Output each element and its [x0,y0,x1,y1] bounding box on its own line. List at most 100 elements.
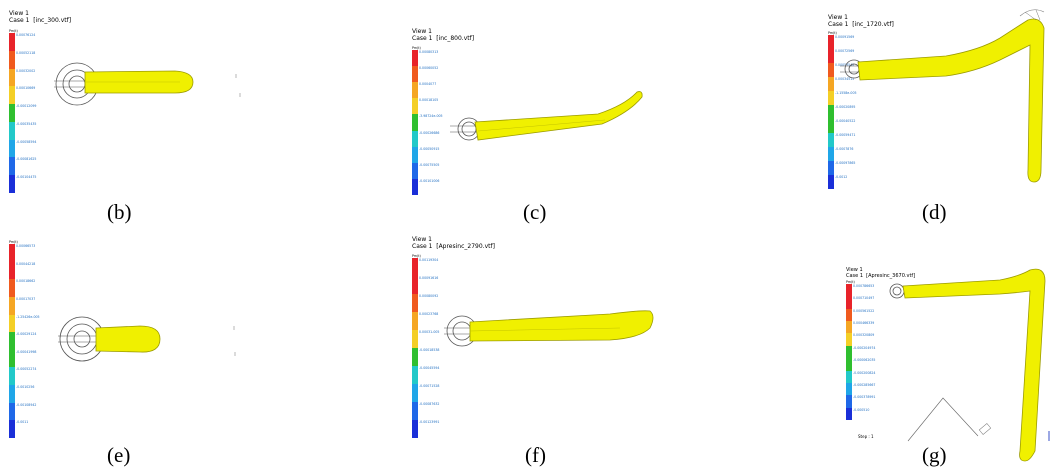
legend-tick-label: -0.00041998 [16,349,37,354]
legend-color-segment [412,50,418,67]
legend-color-segment [9,33,15,51]
legend-color-segment [9,420,15,438]
legend-color-segment [9,314,15,333]
panel-d: View 1 Case 1 [inc_1720.vtf] Pm(t) 0.0009… [700,0,1051,236]
legend-tick-label: -0.00040522 [835,119,856,123]
legend-color-segment [9,402,15,421]
legend-color-segment [828,119,834,133]
tube-shape [857,18,1045,183]
legend-tick-label: -0.00050915 [419,146,440,151]
legend-color-segment [9,261,15,280]
legend-tick-label: 0.000786653 [853,284,875,288]
legend-color-segment [9,68,15,87]
legend-tick-label: -0.0007876 [835,147,854,151]
legend-color-segment [9,332,15,350]
legend-color-segment [9,367,15,386]
panel-c-header: View 1 Case 1 [inc_800.vtf] [412,28,474,42]
legend-color-segment [828,35,834,49]
legend-tick-label: -0.00045594 [419,366,440,370]
header-line-1: View 1 [9,10,29,17]
legend-tick-label: -0.00012099 [16,104,37,109]
panel-e-legend: Pm(t) 0.00066573 0.00044218 0.00018662 0.00… [9,240,69,438]
legend-color-segment [846,296,852,309]
legend-color-segment [9,104,15,122]
legend-tick-label: -0.00101006 [419,178,440,183]
legend-color-segment [846,321,852,334]
legend-tick-label: 0.00044218 [16,261,36,266]
legend-unit: Pm(t) [846,280,855,284]
panel-c: View 1 Case 1 [inc_800.vtf] Pm(t) 0.00080… [350,0,700,236]
legend-tick-label: -0.0012 [835,175,848,179]
legend-color-segment [412,348,418,366]
panel-d-header: View 1 Case 1 [inc_1720.vtf] [828,14,894,28]
legend-tick-label: -0.0010256 [16,385,35,390]
legend-tick-label: -0.00071528 [419,384,440,388]
header-line-1: View 1 [412,28,432,35]
legend-color-segment [412,258,418,276]
legend-tick-label: -0.000378991 [853,395,876,400]
legend-tick-label: -0.00108942 [16,402,37,407]
panel-b-header: View 1 Case 1 [inc_300.vtf] [9,10,71,24]
legend-color-segment [828,105,834,119]
legend-color-segment [412,146,418,163]
panel-c-geometry [450,91,643,141]
legend-tick-label: -0.00104475 [16,175,37,180]
legend-tick-label: -0.00087632 [419,402,440,406]
legend-color-segment [412,384,418,402]
legend-unit: Pm(t) [412,46,421,50]
legend-tick-label: 0.00060052 [419,66,439,71]
legend-color-segment [828,147,834,161]
panel-e: Pm(t) 0.00066573 0.00044218 0.00018662 0.00… [0,236,350,473]
legend-tick-label: -0.000204974 [853,345,876,350]
panel-b-geometry [54,62,241,106]
legend-color-segment [846,370,852,383]
legend-color-segment [828,63,834,77]
legend-color-segment [846,333,852,346]
legend-color-segment [9,139,15,158]
caption-c: (c) [523,200,547,224]
legend-tick-label: 0.00010669 [16,86,36,91]
legend-color-segment [412,66,418,83]
legend-color-segment [412,130,418,147]
legend-tick-label: 0.00017037 [16,296,36,301]
legend-tick-label: 0.00032002 [16,68,36,73]
legend-color-segment [412,294,418,312]
legend-color-segment [412,312,418,330]
legend-tick-label: -0.00035435 [16,121,37,126]
legend-tick-label: 0.0004077 [419,82,437,87]
legend-color-segment [846,382,852,396]
tube-shape [902,268,1046,462]
legend-tick-label: -0.0011 [16,420,29,425]
legend-tick-label: 0.00072569 [835,49,855,53]
legend-tick-label: -0.00026686 [419,130,440,135]
legend-unit: Pm(t) [828,31,837,35]
legend-tick-label: -0.00123991 [419,420,440,424]
legend-tick-label: -0.00020895 [835,105,856,109]
legend-tick-label: -0.00058594 [16,139,37,144]
legend-color-segment [9,157,15,176]
legend-tick-label: 0.00031-005 [419,330,440,334]
caption-f: (f) [525,443,546,467]
panel-d-geometry [840,9,1045,183]
legend-color-segment [9,244,15,262]
legend-tick-label: 0.000561522 [853,308,875,313]
legend-color-segment [9,296,15,315]
legend-color-segment [412,82,418,99]
legend-tick-label: 0.00076124 [16,33,36,37]
legend-tick-label: 0.000466339 [853,321,875,326]
legend-color-segment [9,349,15,368]
legend-color-segment [412,114,418,131]
panel-g-legend: Pm(t) 0.000786653 0.000710497 0.000561522 0… [846,280,906,420]
header-line-2: Case 1 [inc_800.vtf] [412,35,475,42]
legend-color-segment [412,276,418,294]
header-line-1: View 1 [846,267,863,273]
panel-f-header: View 1 Case 1 [Apresinc_2790.vtf] [412,236,495,250]
legend-tick-label: -0.00059471 [835,133,856,137]
legend-color-segment [9,121,15,140]
panel-g-header: View 1 Case 1 [Apresinc_3670.vtf] [846,267,915,279]
legend-color-segment [412,402,418,420]
legend-tick-label: -0.000062035 [853,358,876,363]
legend-color-segment [9,279,15,297]
legend-tick-label: -0.00052274 [16,367,37,372]
legend-tick-label: -0.00097865 [835,161,856,165]
